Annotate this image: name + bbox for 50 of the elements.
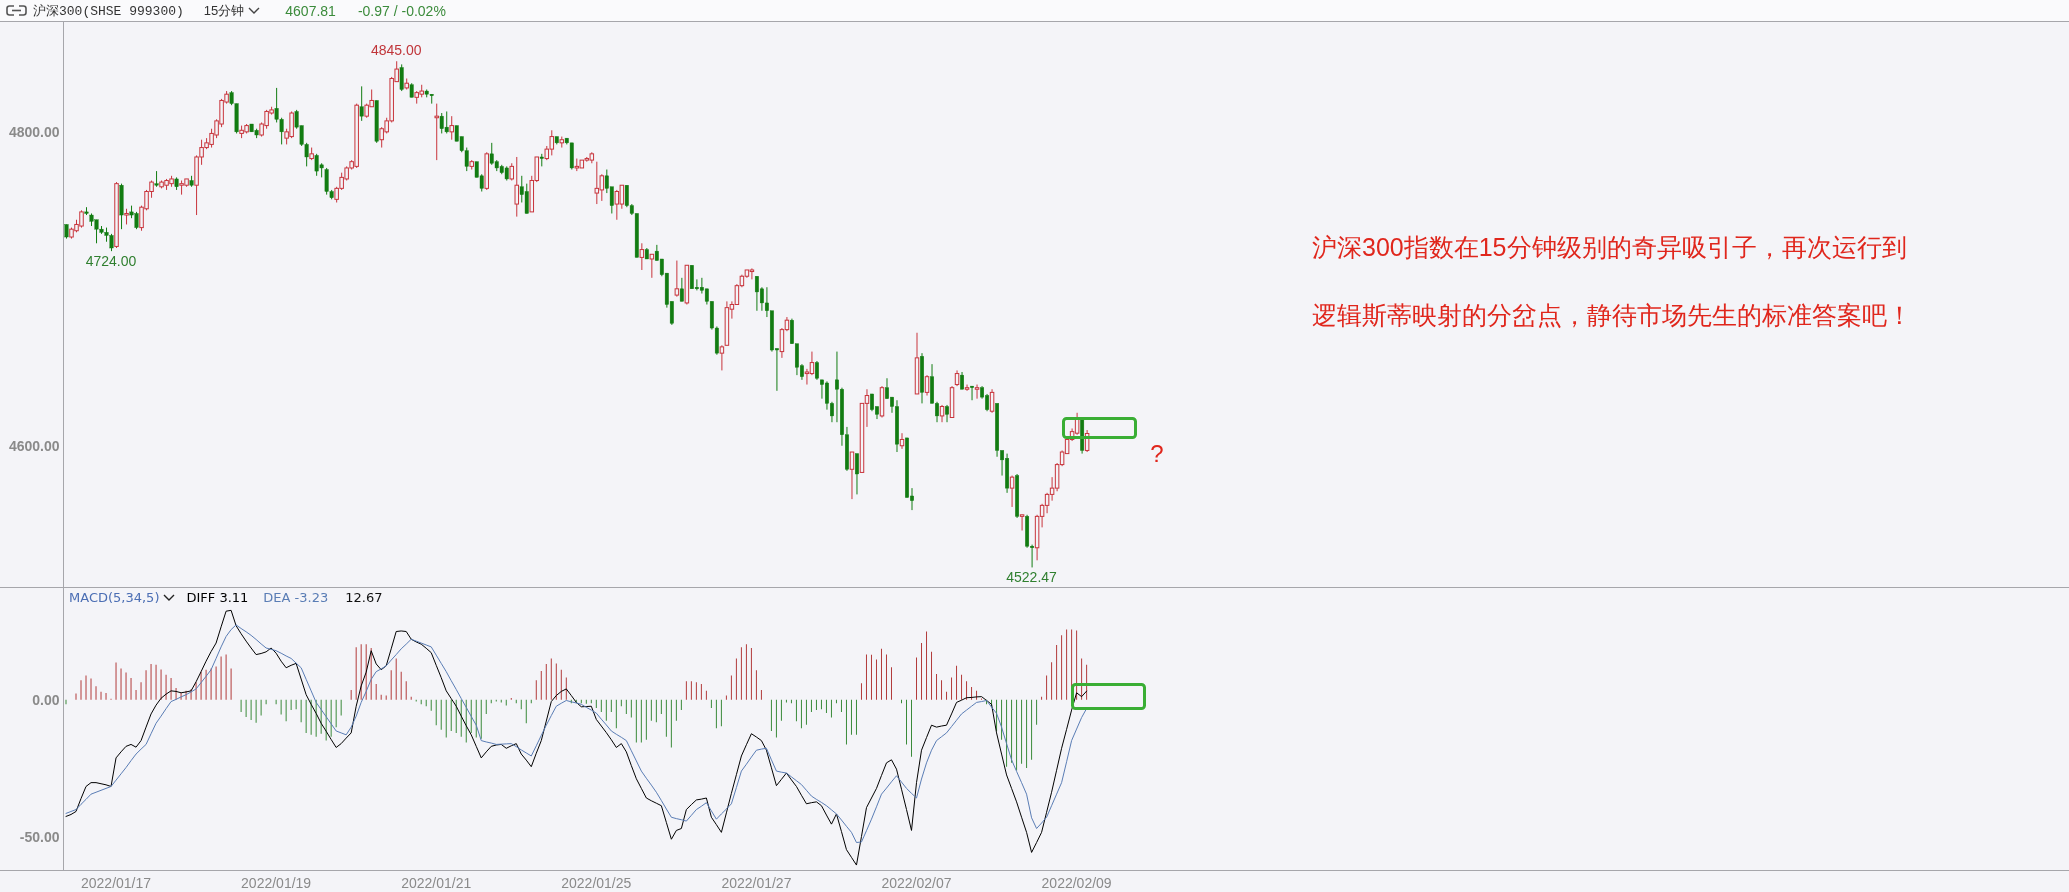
x-tick-label: 2022/01/25	[561, 874, 632, 891]
text: 4607.81	[285, 2, 336, 19]
candlestick	[855, 453, 859, 495]
candlestick	[964, 384, 970, 392]
candlestick	[974, 384, 980, 400]
candlestick	[594, 161, 600, 205]
candlestick	[449, 115, 454, 141]
candlestick	[399, 63, 404, 92]
candlestick	[674, 260, 680, 298]
candlestick	[639, 242, 645, 271]
candlestick	[749, 267, 755, 280]
candlestick	[1019, 514, 1025, 531]
candlestick	[945, 404, 949, 423]
y-tick-label: 0.00	[32, 691, 60, 708]
chart-title: MACD(5,34,5)	[69, 589, 160, 605]
candlestick	[1009, 475, 1015, 508]
candlestick	[359, 85, 364, 122]
y-tick-label: 4800.00	[8, 123, 60, 140]
candlestick	[514, 156, 520, 218]
candlestick	[989, 388, 995, 414]
text: 沪深300指数在15分钟级别的奇异吸引子，再次运行到	[1312, 233, 1907, 261]
text: DEA -3.23	[263, 589, 329, 605]
text: -0.97 / -0.02%	[357, 2, 446, 19]
annotation: 12.67	[345, 589, 383, 605]
chart-subtitle: 15分钟	[203, 1, 245, 20]
annotation: 4845.00	[370, 42, 422, 59]
y-tick-label: -50.00	[19, 829, 60, 845]
text: 逻辑斯蒂映射的分岔点，静待市场先生的标准答案吧！	[1312, 301, 1912, 329]
y-tick-label: 4600.00	[8, 437, 60, 454]
series-label: DIFF 3.11	[186, 589, 249, 605]
candlestick	[614, 189, 620, 221]
candlestick	[679, 277, 684, 302]
candlestick	[1074, 412, 1080, 436]
candlestick	[849, 451, 855, 500]
candlestick	[924, 374, 930, 397]
x-tick-label: 2022/01/19	[241, 874, 312, 891]
x-tick-label: 2022/02/07	[881, 874, 952, 891]
annotation: 4522.47	[1006, 569, 1058, 586]
x-tick-label: 2022/01/21	[401, 874, 472, 891]
x-tick-label: 2022/02/09	[1041, 874, 1112, 891]
x-tick-label: 2022/01/27	[721, 874, 792, 891]
chart-title: 沪深300(SHSE 999300)	[33, 2, 184, 20]
candlestick	[970, 385, 974, 401]
candlestick	[434, 103, 439, 161]
candlestick	[649, 253, 655, 279]
candlestick	[809, 351, 815, 376]
x-tick-label: 2022/01/17	[80, 874, 152, 891]
candlestick	[815, 360, 819, 381]
annotation: 4724.00	[85, 253, 137, 270]
text: ?	[1150, 440, 1164, 467]
